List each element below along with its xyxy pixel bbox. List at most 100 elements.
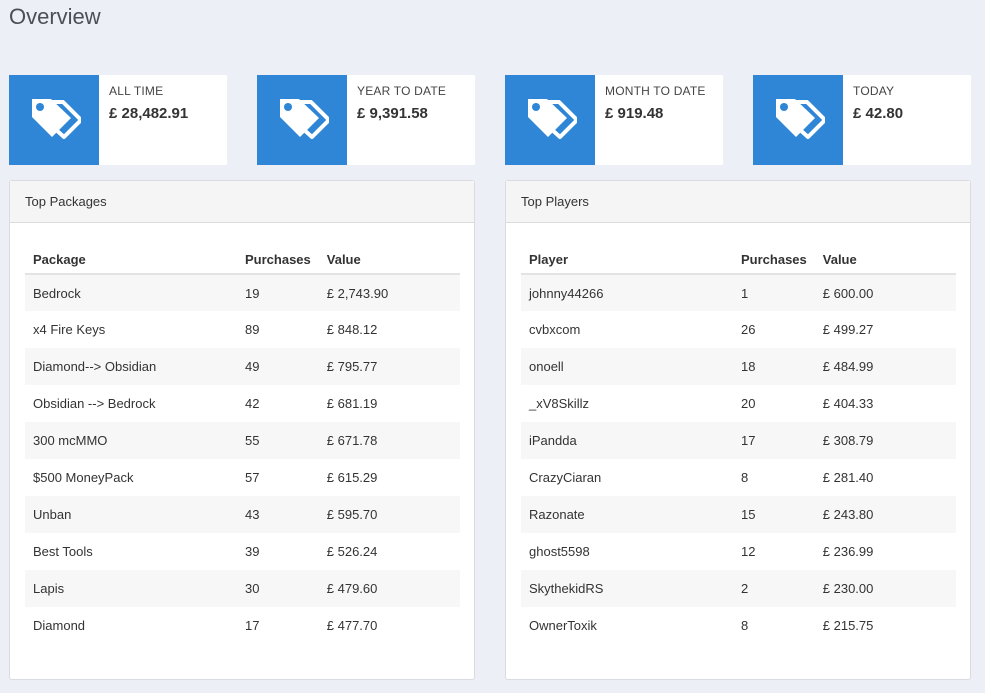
value-amount: £ 615.29 <box>326 470 378 485</box>
purchases-count: 8 <box>741 618 749 633</box>
top-packages-panel: Top Packages Package Purchases Value Bed… <box>9 180 475 680</box>
stat-icon-box <box>9 75 99 165</box>
purchases-count: 26 <box>741 322 756 337</box>
purchases-count: 20 <box>741 396 756 411</box>
stat-card-today: TODAY £ 42.80 <box>753 75 971 165</box>
stat-label: TODAY <box>853 84 895 98</box>
purchases-count: 1 <box>733 274 815 311</box>
table-row: onoell 18 £ 484.99 <box>521 348 956 385</box>
value-amount: £ 243.80 <box>814 496 956 533</box>
column-header-player: Player <box>521 245 733 275</box>
stat-label: YEAR TO DATE <box>357 84 447 98</box>
table-row: x4 Fire Keys 89 £ 848.12 <box>25 311 460 348</box>
table-row: cvbxcom 26 £ 499.27 <box>521 311 956 348</box>
table-row: ghost5598 12 £ 236.99 <box>521 533 956 570</box>
top-players-table: Player Purchases Value johnny44266 1 £ 6… <box>521 245 956 644</box>
purchases-count: 30 <box>237 570 319 607</box>
value-amount: £ 499.27 <box>822 322 874 337</box>
package-name: Lapis <box>25 570 237 607</box>
player-name: ghost5598 <box>529 544 590 559</box>
value-amount: £ 681.19 <box>326 396 378 411</box>
player-name: SkythekidRS <box>521 570 733 607</box>
package-name: Bedrock <box>25 274 237 311</box>
player-name: cvbxcom <box>529 322 581 337</box>
panel-title: Top Players <box>506 181 970 223</box>
table-row: 300 mcMMO 55 £ 671.78 <box>25 422 460 459</box>
purchases-count: 55 <box>237 422 319 459</box>
package-name: Unban <box>25 496 237 533</box>
stat-label: MONTH TO DATE <box>605 84 706 98</box>
table-row: OwnerToxik 8 £ 215.75 <box>521 607 956 644</box>
value-amount: £ 526.24 <box>326 544 378 559</box>
column-header-value: Value <box>814 245 956 275</box>
table-row: Obsidian --> Bedrock 42 £ 681.19 <box>25 385 460 422</box>
panel-title: Top Packages <box>10 181 474 223</box>
table-row: Bedrock 19 £ 2,743.90 <box>25 274 460 311</box>
value-amount: £ 477.70 <box>326 618 378 633</box>
table-header-row: Package Purchases Value <box>25 245 460 275</box>
top-players-panel: Top Players Player Purchases Value johnn… <box>505 180 971 680</box>
value-amount: £ 404.33 <box>822 396 874 411</box>
player-name: OwnerToxik <box>529 618 597 633</box>
table-row: Unban 43 £ 595.70 <box>25 496 460 533</box>
table-row: Diamond 17 £ 477.70 <box>25 607 460 644</box>
column-header-purchases: Purchases <box>733 245 815 275</box>
table-row: Razonate 15 £ 243.80 <box>521 496 956 533</box>
package-name: Diamond <box>33 618 86 633</box>
stat-icon-box <box>753 75 843 165</box>
tags-icon <box>280 99 329 139</box>
table-row: _xV8Skillz 20 £ 404.33 <box>521 385 956 422</box>
stat-icon-box <box>257 75 347 165</box>
value-amount: £ 484.99 <box>814 348 956 385</box>
stat-value: £ 42.80 <box>853 105 904 122</box>
player-name: _xV8Skillz <box>529 396 589 411</box>
player-name: iPandda <box>521 422 733 459</box>
purchases-count: 43 <box>237 496 319 533</box>
table-row: Diamond--> Obsidian 49 £ 795.77 <box>25 348 460 385</box>
stat-card-month-to-date: MONTH TO DATE £ 919.48 <box>505 75 723 165</box>
table-row: $500 MoneyPack 57 £ 615.29 <box>25 459 460 496</box>
purchases-count: 89 <box>245 322 260 337</box>
column-header-purchases: Purchases <box>237 245 319 275</box>
value-amount: £ 848.12 <box>326 322 378 337</box>
package-name: Diamond--> Obsidian <box>25 348 237 385</box>
table-header-row: Player Purchases Value <box>521 245 956 275</box>
tags-icon <box>528 99 577 139</box>
value-amount: £ 230.00 <box>814 570 956 607</box>
purchases-count: 17 <box>733 422 815 459</box>
package-name: Obsidian --> Bedrock <box>33 396 156 411</box>
table-row: iPandda 17 £ 308.79 <box>521 422 956 459</box>
player-name: onoell <box>521 348 733 385</box>
package-name: x4 Fire Keys <box>33 322 106 337</box>
purchases-count: 42 <box>245 396 260 411</box>
purchases-count: 49 <box>237 348 319 385</box>
value-amount: £ 600.00 <box>814 274 956 311</box>
purchases-count: 18 <box>733 348 815 385</box>
purchases-count: 15 <box>733 496 815 533</box>
tags-icon <box>32 99 81 139</box>
player-name: johnny44266 <box>521 274 733 311</box>
stat-value: £ 28,482.91 <box>109 105 189 122</box>
stat-label: ALL TIME <box>109 84 164 98</box>
purchases-count: 17 <box>245 618 260 633</box>
table-row: SkythekidRS 2 £ 230.00 <box>521 570 956 607</box>
stat-icon-box <box>505 75 595 165</box>
package-name: $500 MoneyPack <box>33 470 134 485</box>
tags-icon <box>776 99 825 139</box>
column-header-package: Package <box>25 245 237 275</box>
table-row: Lapis 30 £ 479.60 <box>25 570 460 607</box>
purchases-count: 57 <box>245 470 260 485</box>
value-amount: £ 308.79 <box>814 422 956 459</box>
value-amount: £ 215.75 <box>822 618 874 633</box>
value-amount: £ 479.60 <box>318 570 460 607</box>
value-amount: £ 795.77 <box>318 348 460 385</box>
purchases-count: 2 <box>733 570 815 607</box>
player-name: Razonate <box>521 496 733 533</box>
column-header-value: Value <box>318 245 460 275</box>
stat-value: £ 919.48 <box>605 105 664 122</box>
purchases-count: 39 <box>245 544 260 559</box>
table-row: CrazyCiaran 8 £ 281.40 <box>521 459 956 496</box>
value-amount: £ 595.70 <box>318 496 460 533</box>
purchases-count: 19 <box>237 274 319 311</box>
purchases-count: 12 <box>741 544 756 559</box>
